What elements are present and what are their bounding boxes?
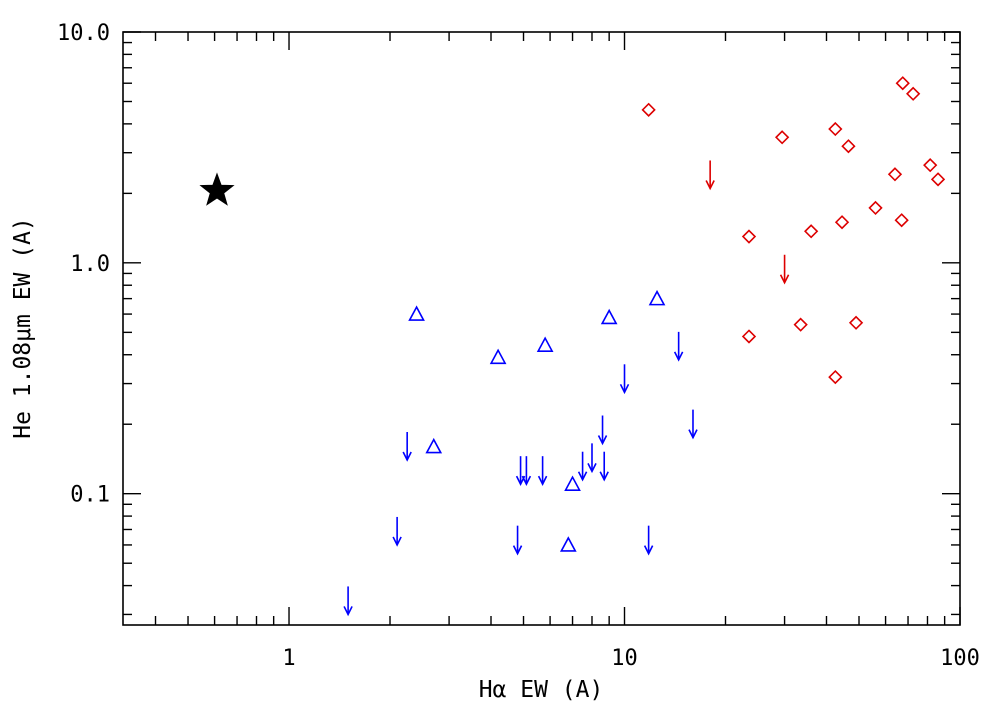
x-tick-label: 1 [282,646,295,671]
data-marks [199,76,946,617]
upper-limit-arrow [521,456,532,486]
x-axis-label: Hα EW (A) [479,677,604,703]
diamond-point [774,130,790,145]
upper-limit-arrow [705,160,715,191]
upper-limit-arrow [599,451,609,482]
upper-limit-arrow [779,254,790,285]
diamond-point [741,229,757,244]
upper-limit-arrow [643,525,654,556]
y-tick-label: 10.0 [57,21,110,46]
upper-limit-arrow [597,415,608,446]
diamond-point [895,76,910,91]
star-point [199,172,235,206]
axis-ticks: 1 10 100 0.1 1.0 10.0 [57,21,980,671]
diamond-point [906,86,921,101]
triangle-point [489,348,507,365]
diamond-point [894,213,909,228]
triangle-point [600,308,618,325]
upper-limit-arrow [619,364,630,395]
x-tick-label: 100 [940,646,980,671]
y-tick-label: 0.1 [70,483,110,508]
diamond-point [848,315,864,330]
diamond-point [868,200,883,216]
diamond-point [804,224,819,239]
triangle-point [425,437,443,454]
upper-limit-arrow [537,456,548,486]
upper-limit-arrow [673,331,684,362]
upper-limit-arrow [515,456,526,486]
diamond-point [741,329,757,344]
triangle-point [408,305,425,321]
upper-limit-arrow [402,431,412,462]
diamond-point [923,158,938,173]
y-axis-label: He 1.08μm EW (A) [10,217,36,439]
plot-frame [122,31,961,626]
triangle-point [564,475,581,491]
x-tick-label: 10 [611,646,638,671]
upper-limit-arrow [512,525,523,556]
diamond-point [930,172,946,187]
diamond-point [828,121,843,137]
triangle-point [559,536,577,552]
upper-limit-arrow [688,409,698,440]
upper-limit-arrow [587,443,597,474]
y-tick-label: 1.0 [70,252,110,277]
upper-limit-arrow [577,451,588,482]
diamond-point [887,167,903,182]
diamond-point [793,317,808,332]
upper-limit-arrow [392,516,402,547]
upper-limit-arrow [343,586,353,617]
triangle-point [536,336,554,352]
diamond-point [641,102,656,117]
diamond-point [841,139,856,154]
diamond-point [834,215,850,230]
triangle-point [648,289,666,306]
diamond-point [828,369,843,385]
